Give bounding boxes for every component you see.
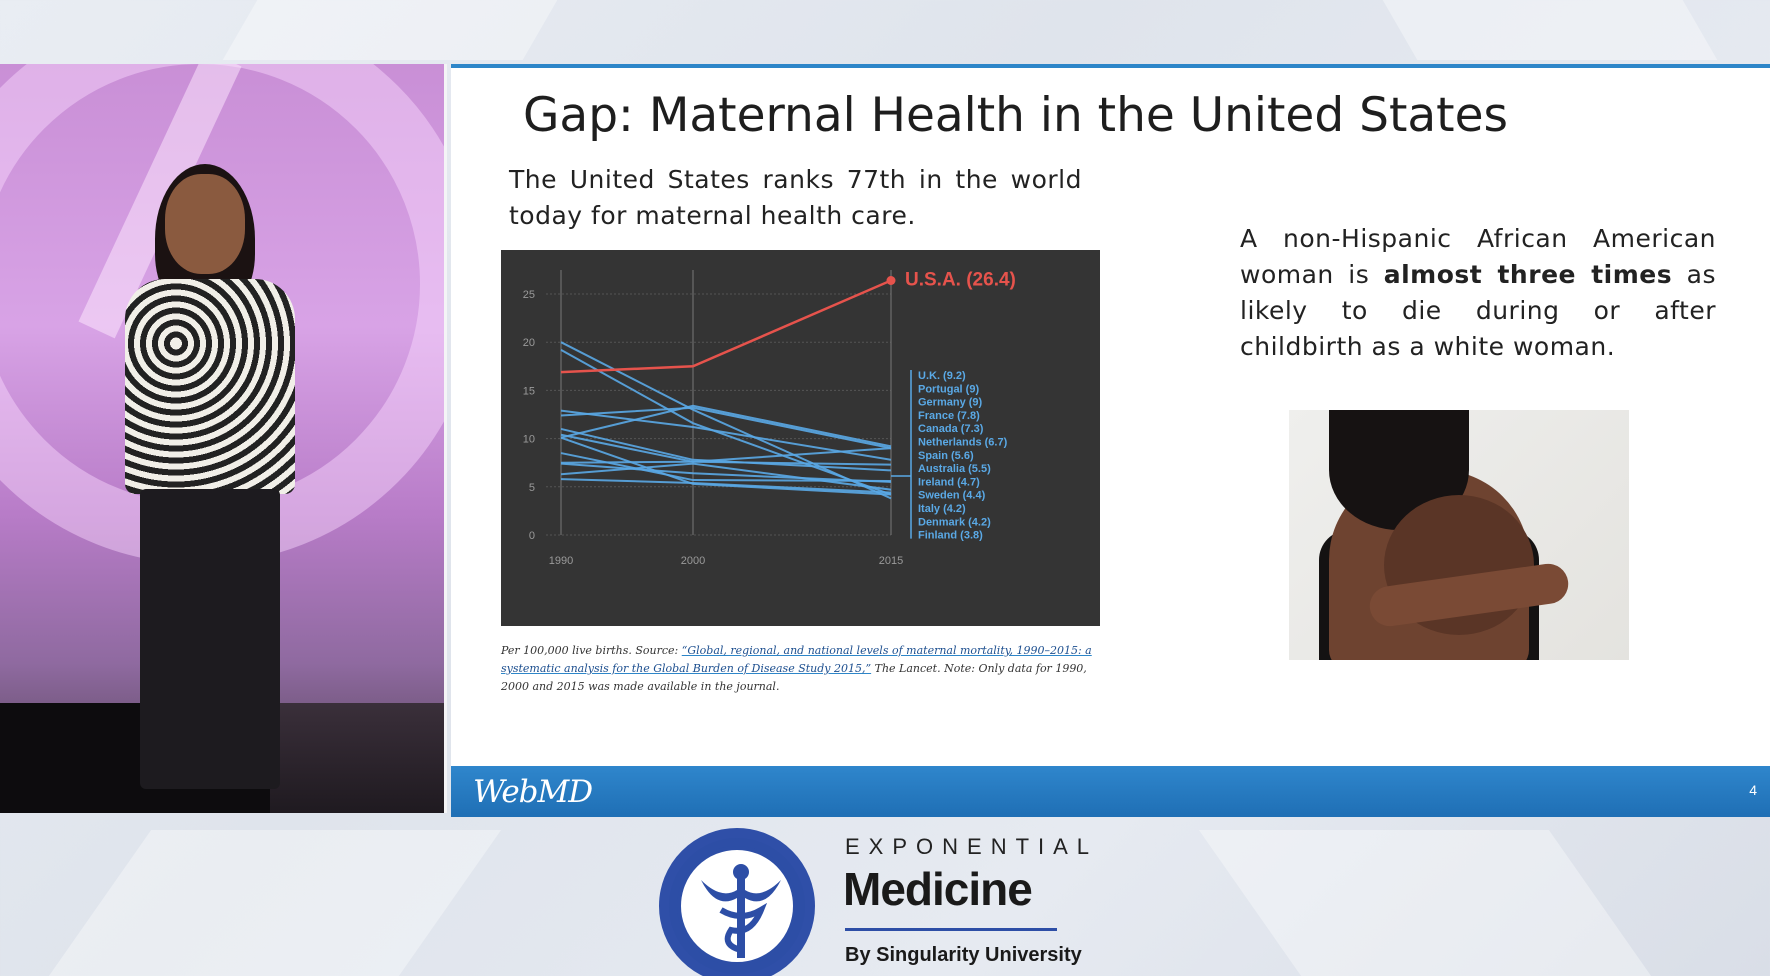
presentation-slide: Gap: Maternal Health in the United State… [451,64,1770,817]
background-facet [48,830,502,976]
x-tick-label: 2000 [681,555,705,567]
disparity-text-pre: A non-Hispanic African American woman is [1240,224,1716,289]
x-tick-label: 1990 [549,555,573,567]
background-facet [1382,0,1718,60]
disparity-text: A non-Hispanic African American woman is… [1240,221,1716,365]
y-tick-label: 20 [523,337,535,349]
series-line-australia [560,462,892,483]
caption-pre: Per 100,000 live births. Source: [501,644,682,657]
speaker-video [0,64,447,813]
series-line-u-k- [560,404,892,448]
speaker-legs [140,489,280,789]
mother-and-baby-photo [1289,410,1629,660]
speaker-head [165,174,245,274]
y-tick-label: 25 [523,289,535,301]
webmd-logo: WebMD [473,774,593,810]
background-facet [222,0,558,60]
speaker [105,114,315,813]
chart-svg: 0 5 10 15 20 25 1990 2000 2015 U.K. (9.2)Portugal… [523,270,1016,567]
legend-label: U.K. (9.2) [918,370,966,382]
series-line-italy [560,436,892,496]
series-line-finland [560,341,892,500]
caduceus-logo-inner [677,846,797,966]
maternal-mortality-chart: 0 5 10 15 20 25 1990 2000 2015 U.K. (9.2) Portugal… [501,250,1100,626]
caption-post: The Lancet. Note: Only data for 1990, 20… [501,662,1087,693]
legend-label: Spain (5.6) [918,450,974,462]
logo-singularity: By Singularity University [845,944,1082,966]
series-line-portugal [560,406,892,450]
logo-medicine: Medicine [843,863,1033,915]
chart-caption: Per 100,000 live births. Source: “Global… [501,642,1101,696]
legend-label: France (7.8) [918,410,980,422]
speaker-torso [125,279,295,494]
logo-divider [845,928,1057,931]
background-facet [1198,830,1652,976]
y-tick-label: 5 [529,482,535,494]
y-tick-label: 15 [523,385,535,397]
slide-footer: WebMD 4 [451,766,1770,817]
legend-label: Sweden (4.4) [918,490,986,502]
y-tick-label: 0 [529,530,535,542]
legend-label: Finland (3.8) [918,530,983,542]
usa-label: U.S.A. (26.4) [905,270,1016,291]
caption-source-link[interactable]: “Global, regional, and national levels o… [501,644,1092,675]
disparity-text-post: as likely to die during or after childbi… [1240,260,1716,361]
logo-exponential: EXPONENTIAL [845,834,1099,859]
series-line-usa [560,279,892,374]
series-line-netherlands [560,427,892,472]
legend-label: Denmark (4.2) [918,516,991,528]
series-line-france [560,409,892,461]
slide-title: Gap: Maternal Health in the United State… [523,88,1509,143]
caduceus-icon [701,864,781,958]
legend-label: Italy (4.2) [918,503,966,515]
y-tick-label: 10 [523,434,535,446]
page-number: 4 [1749,782,1757,798]
legend-label: Canada (7.3) [918,423,984,435]
x-tick-label: 2015 [879,555,903,567]
legend-label: Ireland (4.7) [918,476,980,488]
caduceus-logo-icon [659,828,815,976]
series-line-denmark [560,349,892,496]
ranking-text: The United States ranks 77th in the worl… [509,165,1082,230]
legend-label: Australia (5.5) [918,463,991,475]
disparity-text-bold: almost three times [1383,260,1673,289]
series-line-ireland [560,462,892,491]
legend-label: Portugal (9) [918,383,979,395]
usa-end-point [886,276,896,286]
legend-label: Netherlands (6.7) [918,437,1008,449]
legend-label: Germany (9) [918,397,983,409]
